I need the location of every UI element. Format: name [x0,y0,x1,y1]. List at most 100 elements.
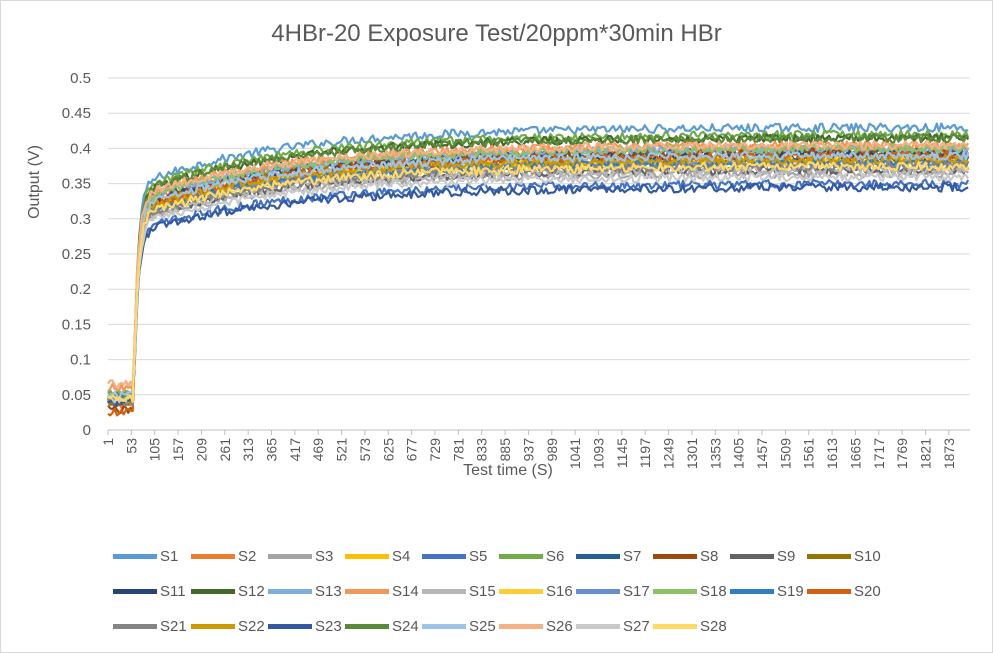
x-tick-label: 1041 [567,438,583,469]
series-line-s3 [107,168,969,404]
legend-swatch [191,588,235,594]
y-tick-labels: 0 0.05 0.1 0.15 0.2 0.25 0.3 0.35 0.4 0.45 0.5 [62,70,91,439]
x-tick-label: 1301 [684,438,700,469]
series-line-s25 [107,150,970,401]
x-tick-label: 417 [287,438,303,462]
legend-label: S18 [700,582,727,600]
x-tick-label: 1197 [637,438,653,468]
legend-label: S12 [238,582,265,600]
legend-label: S27 [623,617,650,635]
legend-item-s6: S6 [499,545,564,567]
legend-label: S16 [546,582,573,600]
series-line-s16 [106,154,969,402]
x-tick-label: 261 [217,438,233,462]
legend-item-s4: S4 [345,545,410,567]
legend-label: S23 [315,617,342,635]
x-tick-label: 833 [474,438,490,462]
legend-item-s8: S8 [653,545,718,567]
legend-swatch [807,553,851,559]
x-tick-label: 885 [497,438,513,462]
legend-swatch [653,588,697,594]
x-tick-label: 729 [427,438,443,462]
legend-swatch [653,553,697,559]
series-line-s28 [107,161,970,403]
chart-title: 4HBr-20 Exposure Test/20ppm*30min HBr [271,20,722,47]
x-tick-label: 1873 [941,438,957,469]
x-axis-label: Test time (S) [463,462,553,479]
y-tick-label: 0.3 [70,211,91,228]
y-tick-label: 0.25 [62,246,91,263]
x-tick-label: 573 [357,438,373,462]
x-tick-label: 1821 [918,438,934,469]
x-tick-label: 53 [123,438,139,454]
series-line-s23 [107,182,969,407]
legend-item-s17: S17 [576,580,650,602]
x-tick-labels: 1 53 105 157 209 261 313 365 417 469 521 573 625 677 7… [100,438,957,469]
legend-swatch [576,588,620,594]
legend-item-s2: S2 [191,545,256,567]
legend-item-s1: S1 [113,545,178,567]
series-line-s26 [107,139,970,390]
legend-swatch [499,588,543,594]
x-tick-label: 625 [380,438,396,462]
legend-swatch [268,588,312,594]
x-tick-label: 1665 [847,438,863,469]
legend-item-s11: S11 [113,580,186,602]
x-tick-label: 469 [310,438,326,462]
legend-swatch [191,623,235,629]
x-tick-label: 677 [404,438,420,462]
x-tick-label: 1561 [801,438,817,469]
legend-item-s9: S9 [730,545,795,567]
x-tick-label: 1 [100,438,116,446]
legend-label: S3 [315,547,334,565]
y-tick-label: 0.35 [62,176,91,193]
gridlines [108,77,970,396]
legend-swatch [268,553,312,559]
legend-item-s21: S21 [113,615,187,637]
legend-swatch [113,553,157,559]
legend-label: S17 [623,582,650,600]
legend-label: S8 [700,547,719,565]
legend-item-s19: S19 [730,580,804,602]
legend-swatch [730,588,774,594]
legend-swatch [191,553,235,559]
legend-swatch [576,553,620,559]
y-tick-label: 0.5 [70,70,91,87]
legend-item-s28: S28 [653,615,727,637]
legend-item-s14: S14 [345,580,419,602]
legend-label: S11 [160,582,186,600]
legend-swatch [807,588,851,594]
legend-label: S4 [392,547,411,565]
legend-item-s24: S24 [345,615,419,637]
legend-swatch [422,623,466,629]
legend-item-s27: S27 [576,615,650,637]
y-tick-label: 0.4 [70,140,91,157]
legend-swatch [345,588,389,594]
series-line-s24 [107,133,969,400]
legend-item-s3: S3 [268,545,333,567]
legend-swatch [499,553,543,559]
legend-label: S5 [469,547,488,565]
legend-label: S2 [238,547,257,565]
x-tick-label: 1093 [591,438,607,469]
legend-swatch [422,588,466,594]
legend-label: S26 [546,617,573,635]
series-line-s5 [106,178,970,407]
legend-swatch [345,623,389,629]
x-tick-label: 1717 [871,438,887,469]
x-tick-label: 1613 [824,438,840,469]
y-tick-label: 0 [83,422,91,439]
legend-swatch [576,623,620,629]
y-tick-label: 0.05 [62,387,91,404]
legend-label: S21 [160,617,187,635]
x-tick-label: 1405 [731,438,747,469]
x-tick-label: 157 [170,438,186,462]
legend-label: S10 [854,547,881,565]
legend-label: S15 [469,582,496,600]
x-tick-label: 105 [147,438,163,462]
legend-item-s18: S18 [653,580,727,602]
x-tick-label: 989 [544,438,560,462]
y-tick-label: 0.2 [70,281,91,298]
